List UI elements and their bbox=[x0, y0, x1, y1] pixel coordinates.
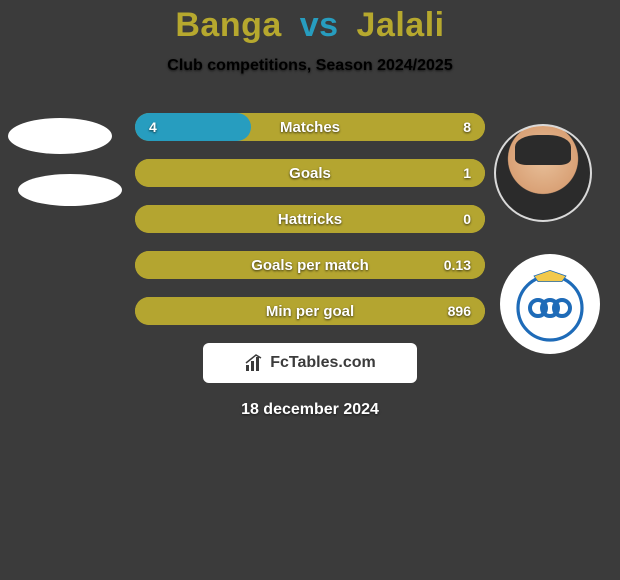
stat-row: Hattricks0 bbox=[135, 205, 485, 233]
site-badge: FcTables.com bbox=[203, 343, 417, 383]
date: 18 december 2024 bbox=[0, 401, 620, 419]
player1-avatar bbox=[8, 118, 112, 154]
title-vs: vs bbox=[300, 6, 339, 44]
bar-value-right: 896 bbox=[448, 297, 471, 325]
bar-value-left: 4 bbox=[149, 113, 157, 141]
bar-label: Goals bbox=[135, 159, 485, 187]
bar-value-right: 8 bbox=[463, 113, 471, 141]
bar-label: Matches bbox=[135, 113, 485, 141]
stat-bars: Matches4 8 Goals1 Hattricks0 Goals per match… bbox=[135, 113, 485, 325]
site-badge-text: FcTables.com bbox=[270, 354, 376, 372]
player2-club-crest bbox=[500, 254, 600, 354]
bar-value-right: 1 bbox=[463, 159, 471, 187]
title-player1: Banga bbox=[175, 6, 281, 44]
bar-value-right: 0 bbox=[463, 205, 471, 233]
stat-row: Goals1 bbox=[135, 159, 485, 187]
page-title: Banga vs Jalali bbox=[0, 0, 620, 45]
stat-row: Matches4 8 bbox=[135, 113, 485, 141]
bar-label: Hattricks bbox=[135, 205, 485, 233]
subtitle: Club competitions, Season 2024/2025 bbox=[0, 57, 620, 75]
stat-row: Goals per match0.13 bbox=[135, 251, 485, 279]
face-icon bbox=[496, 126, 590, 220]
barchart-icon bbox=[244, 353, 264, 373]
title-player2: Jalali bbox=[357, 6, 445, 44]
player2-avatar bbox=[494, 124, 592, 222]
player1-club-crest bbox=[18, 174, 122, 206]
bar-label: Goals per match bbox=[135, 251, 485, 279]
bar-label: Min per goal bbox=[135, 297, 485, 325]
crest-icon bbox=[500, 254, 600, 354]
h2h-infographic: Banga vs Jalali Club competitions, Seaso… bbox=[0, 0, 620, 580]
stat-row: Min per goal896 bbox=[135, 297, 485, 325]
bar-value-right: 0.13 bbox=[444, 251, 471, 279]
